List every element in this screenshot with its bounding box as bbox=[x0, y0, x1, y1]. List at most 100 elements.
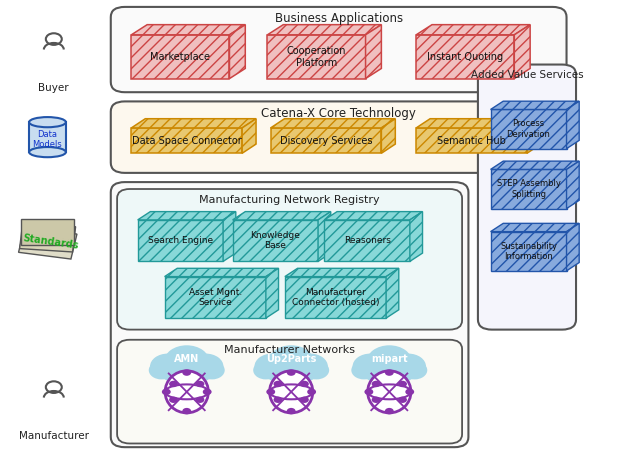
Circle shape bbox=[273, 396, 282, 403]
Polygon shape bbox=[386, 268, 399, 318]
Polygon shape bbox=[131, 35, 229, 79]
Circle shape bbox=[364, 362, 392, 383]
FancyBboxPatch shape bbox=[117, 189, 462, 330]
Polygon shape bbox=[233, 212, 330, 220]
Circle shape bbox=[184, 362, 212, 383]
Circle shape bbox=[164, 345, 210, 378]
Circle shape bbox=[161, 362, 189, 383]
Polygon shape bbox=[527, 119, 541, 153]
Circle shape bbox=[300, 396, 309, 403]
Polygon shape bbox=[267, 35, 366, 79]
Circle shape bbox=[149, 361, 174, 379]
Polygon shape bbox=[165, 277, 266, 318]
Circle shape bbox=[398, 381, 407, 387]
Polygon shape bbox=[271, 119, 395, 128]
Text: Manufacturing Network Registry: Manufacturing Network Registry bbox=[199, 195, 380, 205]
Polygon shape bbox=[137, 220, 223, 261]
Text: STEP Assembly
Splitting: STEP Assembly Splitting bbox=[497, 179, 560, 199]
Polygon shape bbox=[271, 128, 381, 153]
Circle shape bbox=[273, 381, 282, 387]
Polygon shape bbox=[491, 101, 579, 110]
Polygon shape bbox=[229, 24, 246, 79]
Text: Process
Derivation: Process Derivation bbox=[506, 119, 551, 139]
Circle shape bbox=[387, 362, 415, 383]
Polygon shape bbox=[417, 128, 527, 153]
Circle shape bbox=[203, 389, 211, 395]
Text: Instant Quoting: Instant Quoting bbox=[427, 52, 503, 62]
Circle shape bbox=[304, 361, 329, 379]
Circle shape bbox=[365, 389, 373, 395]
Text: Added Value Services: Added Value Services bbox=[471, 70, 583, 80]
Ellipse shape bbox=[165, 371, 208, 413]
Polygon shape bbox=[233, 220, 318, 261]
Polygon shape bbox=[567, 101, 579, 148]
Polygon shape bbox=[267, 24, 381, 35]
Polygon shape bbox=[131, 24, 246, 35]
FancyBboxPatch shape bbox=[111, 101, 567, 173]
Polygon shape bbox=[137, 212, 235, 220]
Text: AMN: AMN bbox=[174, 354, 199, 364]
Circle shape bbox=[398, 396, 407, 403]
Polygon shape bbox=[223, 212, 235, 261]
Circle shape bbox=[150, 354, 185, 379]
Circle shape bbox=[266, 362, 294, 383]
Circle shape bbox=[377, 366, 402, 385]
Text: Data Space Connector: Data Space Connector bbox=[132, 136, 242, 146]
Circle shape bbox=[287, 408, 296, 414]
Circle shape bbox=[188, 354, 223, 379]
Text: Reasoners: Reasoners bbox=[344, 236, 391, 245]
Circle shape bbox=[353, 354, 388, 379]
FancyBboxPatch shape bbox=[111, 7, 567, 92]
Circle shape bbox=[169, 396, 178, 403]
Circle shape bbox=[287, 369, 296, 376]
Polygon shape bbox=[491, 170, 567, 208]
Text: Manufacturer Networks: Manufacturer Networks bbox=[224, 345, 355, 355]
Polygon shape bbox=[567, 224, 579, 271]
Polygon shape bbox=[491, 224, 579, 232]
Circle shape bbox=[402, 361, 427, 379]
FancyBboxPatch shape bbox=[117, 340, 462, 443]
Polygon shape bbox=[417, 119, 541, 128]
Polygon shape bbox=[266, 268, 279, 318]
Ellipse shape bbox=[270, 371, 313, 413]
Text: Asset Mgnt.
Service: Asset Mgnt. Service bbox=[189, 288, 242, 307]
Circle shape bbox=[351, 361, 377, 379]
FancyBboxPatch shape bbox=[111, 182, 468, 447]
Circle shape bbox=[289, 362, 316, 383]
Circle shape bbox=[405, 389, 414, 395]
Text: Semantic Hub: Semantic Hub bbox=[437, 136, 506, 146]
Ellipse shape bbox=[29, 117, 66, 127]
Circle shape bbox=[292, 354, 328, 379]
FancyBboxPatch shape bbox=[478, 65, 576, 330]
Polygon shape bbox=[165, 268, 279, 277]
Polygon shape bbox=[29, 122, 66, 152]
Circle shape bbox=[196, 381, 204, 387]
Text: Up2Parts: Up2Parts bbox=[266, 354, 316, 364]
Circle shape bbox=[268, 345, 314, 378]
Text: Manufacturer
Connector (hosted): Manufacturer Connector (hosted) bbox=[292, 288, 379, 307]
Circle shape bbox=[199, 361, 225, 379]
Polygon shape bbox=[366, 24, 381, 79]
Polygon shape bbox=[132, 128, 242, 153]
Polygon shape bbox=[491, 161, 579, 170]
Polygon shape bbox=[242, 119, 256, 153]
Circle shape bbox=[162, 389, 171, 395]
Circle shape bbox=[196, 396, 204, 403]
Circle shape bbox=[254, 354, 290, 379]
Polygon shape bbox=[417, 35, 514, 79]
Polygon shape bbox=[381, 119, 395, 153]
Circle shape bbox=[253, 361, 279, 379]
Polygon shape bbox=[318, 212, 330, 261]
Text: Standards: Standards bbox=[22, 233, 79, 251]
Text: Manufacturer: Manufacturer bbox=[19, 431, 89, 441]
Text: Marketplace: Marketplace bbox=[151, 52, 210, 62]
Polygon shape bbox=[410, 212, 423, 261]
Polygon shape bbox=[285, 268, 399, 277]
Text: Sustainability
Information: Sustainability Information bbox=[500, 242, 557, 261]
Polygon shape bbox=[417, 24, 530, 35]
Circle shape bbox=[182, 408, 191, 414]
Ellipse shape bbox=[368, 371, 411, 413]
Circle shape bbox=[391, 354, 426, 379]
Polygon shape bbox=[491, 232, 567, 271]
Circle shape bbox=[385, 369, 394, 376]
